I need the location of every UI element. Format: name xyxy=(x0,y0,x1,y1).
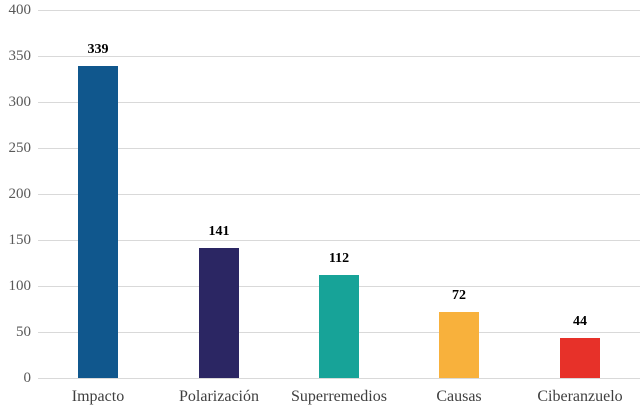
bar-value-label: 141 xyxy=(208,224,230,239)
y-tick-label: 300 xyxy=(8,94,32,110)
bar-value-label: 112 xyxy=(328,251,350,266)
gridline xyxy=(38,102,640,103)
gridline xyxy=(38,148,640,149)
y-tick-label: 50 xyxy=(16,324,31,340)
bar xyxy=(78,66,118,378)
x-axis-label: Causas xyxy=(436,388,482,405)
y-tick-label: 200 xyxy=(8,186,32,202)
x-axis-label: Superremedios xyxy=(291,388,387,405)
gridline xyxy=(38,56,640,57)
y-tick-label: 350 xyxy=(8,48,32,64)
bar xyxy=(319,275,359,378)
x-axis-label: Polarización xyxy=(179,388,259,405)
y-tick-label: 250 xyxy=(8,140,32,156)
y-tick-label: 100 xyxy=(8,278,32,294)
y-tick-label: 150 xyxy=(8,232,32,248)
bar-value-label: 339 xyxy=(87,42,109,57)
gridline xyxy=(38,240,640,241)
gridline xyxy=(38,378,640,379)
gridline xyxy=(38,194,640,195)
bar xyxy=(560,338,600,378)
bar xyxy=(199,248,239,378)
y-tick-label: 0 xyxy=(23,370,32,386)
x-axis-label: Ciberanzuelo xyxy=(537,388,623,405)
bar-value-label: 72 xyxy=(452,288,466,303)
bar-value-label: 44 xyxy=(573,314,587,329)
bar xyxy=(439,312,479,378)
x-axis-label: Impacto xyxy=(71,388,125,405)
gridline xyxy=(38,10,640,11)
y-tick-label: 400 xyxy=(8,2,32,18)
